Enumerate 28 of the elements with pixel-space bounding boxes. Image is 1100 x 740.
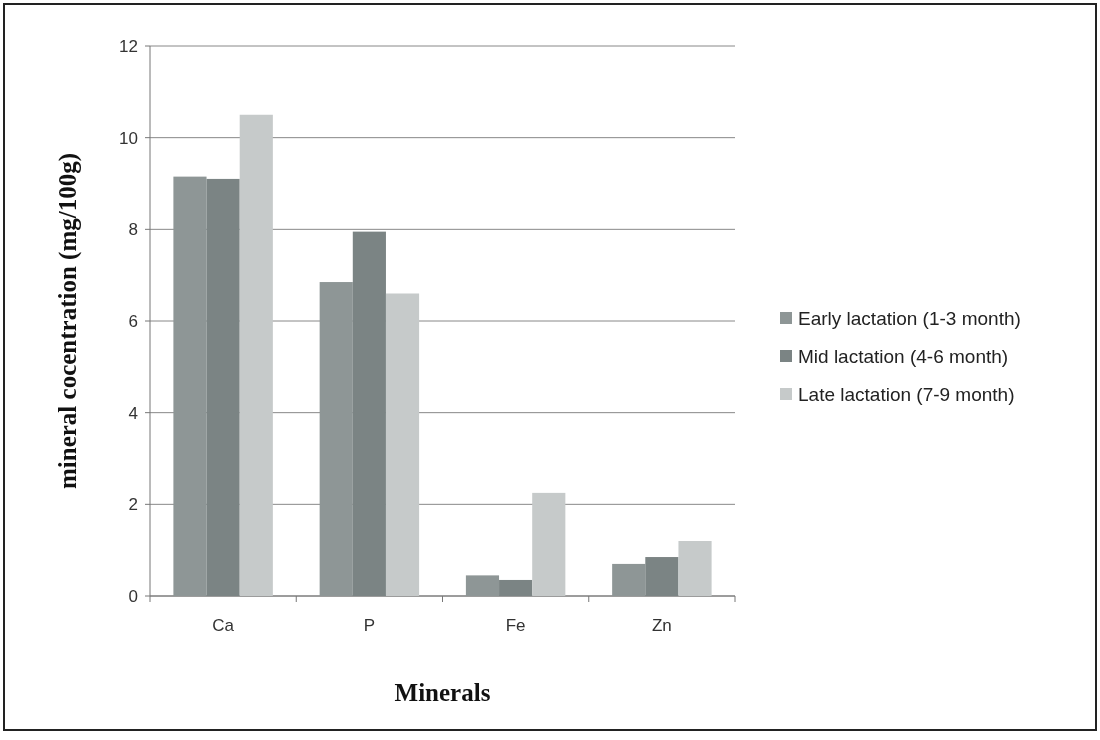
x-tick-label: Fe xyxy=(505,616,526,635)
y-tick-label: 6 xyxy=(128,311,138,331)
x-tick-label: P xyxy=(363,616,376,635)
bar xyxy=(173,176,207,596)
legend-label: Early lactation (1-3 month) xyxy=(798,307,1021,329)
y-tick-label: 12 xyxy=(119,36,138,56)
y-tick-label: 2 xyxy=(128,495,138,515)
y-tick-label: 4 xyxy=(128,403,138,423)
legend-label: Late lactation (7-9 month) xyxy=(798,383,1015,405)
x-tick-label: Zn xyxy=(651,616,672,635)
bar xyxy=(206,178,240,596)
y-axis-title: mineral cocentration (mg/100g) xyxy=(54,152,82,490)
bar xyxy=(239,114,273,596)
bar xyxy=(678,541,712,596)
bar xyxy=(645,557,679,596)
x-axis-title: Minerals xyxy=(394,679,491,706)
x-tick-label: Ca xyxy=(212,616,235,635)
bar xyxy=(352,231,386,596)
bar xyxy=(465,575,500,596)
bar xyxy=(499,579,533,596)
bar xyxy=(385,293,420,596)
bar xyxy=(319,282,353,596)
y-tick-label: 0 xyxy=(128,586,138,606)
legend-label: Mid lactation (4-6 month) xyxy=(798,345,1009,367)
y-tick-label: 10 xyxy=(119,128,138,148)
bar xyxy=(612,563,646,596)
y-tick-label: 8 xyxy=(128,220,138,240)
bar xyxy=(532,492,566,596)
